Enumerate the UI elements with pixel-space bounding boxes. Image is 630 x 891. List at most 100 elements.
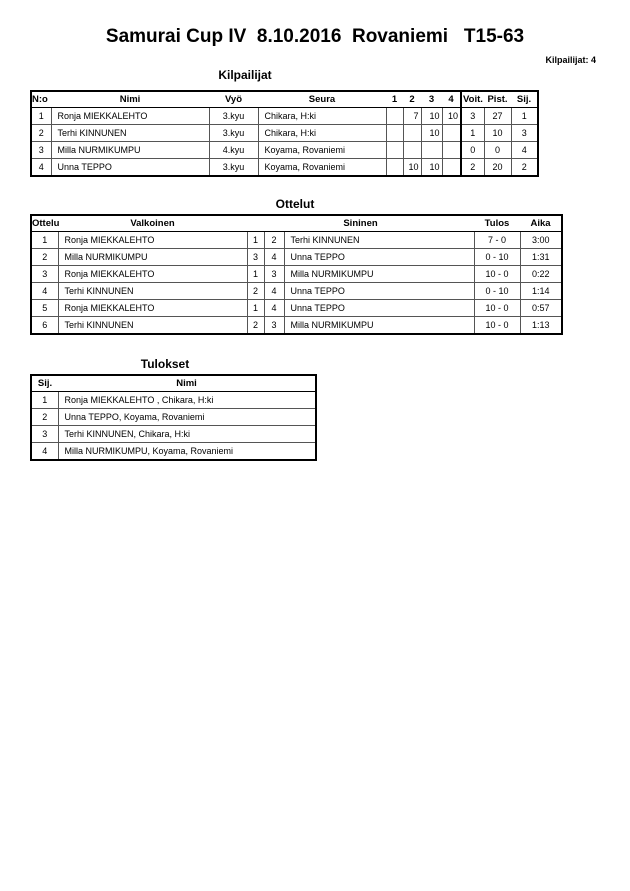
table-row: 2 Milla NURMIKUMPU 3 4 Unna TEPPO 0 - 10 1:31 <box>30 248 563 266</box>
results-heading: Tulokset <box>140 357 190 371</box>
table-cell: Unna TEPPO <box>50 158 210 177</box>
table-cell: Ronja MIEKKALEHTO <box>57 299 248 317</box>
table-cell <box>441 141 462 159</box>
table-cell: 2 <box>246 282 265 300</box>
column-header: Pist. <box>484 91 511 108</box>
table-cell: Milla NURMIKUMPU, Koyama, Rovaniemi <box>57 442 317 461</box>
table-cell <box>385 158 404 177</box>
table-cell: 27 <box>483 107 512 125</box>
column-header: 4 <box>442 91 461 108</box>
column-header: Ottelu <box>31 215 59 232</box>
table-row: 1 Ronja MIEKKALEHTO 3.kyu Chikara, H:ki 7 10 1… <box>30 107 539 125</box>
table-row: 4 Unna TEPPO 3.kyu Koyama, Rovaniemi 10 10 2 20… <box>30 158 539 177</box>
table-cell: Milla NURMIKUMPU <box>57 248 248 266</box>
table-cell <box>402 124 422 142</box>
table-cell: 0 <box>460 141 485 159</box>
table-cell: 1 <box>246 265 265 283</box>
table-cell: 4 <box>30 158 52 177</box>
table-cell: 1:31 <box>519 248 563 266</box>
table-cell: 4 <box>510 141 539 159</box>
table-cell: Unna TEPPO <box>283 248 475 266</box>
table-cell: 7 - 0 <box>473 231 521 249</box>
table-cell <box>385 141 404 159</box>
page-title: Samurai Cup IV 8.10.2016 Rovaniemi T15-6… <box>105 26 525 47</box>
table-cell: 1:14 <box>519 282 563 300</box>
table-row: 5 Ronja MIEKKALEHTO 1 4 Unna TEPPO 10 - 0 0:57 <box>30 299 563 317</box>
table-cell: 4 <box>30 442 59 461</box>
table-cell: 1 <box>460 124 485 142</box>
table-cell: 2 <box>510 158 539 177</box>
table-cell: 0 <box>483 141 512 159</box>
table-cell: 20 <box>483 158 512 177</box>
table-cell: 4.kyu <box>208 141 259 159</box>
table-cell: 0:57 <box>519 299 563 317</box>
table-row: 2 Unna TEPPO, Koyama, Rovaniemi <box>30 408 317 426</box>
table-cell: 10 - 0 <box>473 299 521 317</box>
column-header: Nimi <box>51 91 209 108</box>
column-header: Sij. <box>31 375 58 392</box>
table-cell: Milla NURMIKUMPU <box>283 265 475 283</box>
column-header: N:o <box>31 91 51 108</box>
column-header: Sininen <box>247 215 474 232</box>
table-cell: 10 <box>420 124 443 142</box>
table-cell: 3 <box>30 425 59 443</box>
table-cell: Terhi KINNUNEN <box>57 316 248 335</box>
table-cell: 10 - 0 <box>473 316 521 335</box>
column-header: Sij. <box>511 91 538 108</box>
column-header: 1 <box>386 91 403 108</box>
table-cell: 1 <box>246 299 265 317</box>
column-header: Voit. <box>460 91 484 108</box>
table-cell: Koyama, Rovaniemi <box>257 141 387 159</box>
results-table: Sij. Nimi 1 Ronja MIEKKALEHTO , Chikara, H:… <box>30 374 317 461</box>
table-cell: 0:22 <box>519 265 563 283</box>
table-cell: Ronja MIEKKALEHTO <box>50 107 210 125</box>
table-row: 3 Milla NURMIKUMPU 4.kyu Koyama, Rovaniemi 0… <box>30 141 539 159</box>
table-cell: 1 <box>246 231 265 249</box>
table-cell: 10 <box>420 158 443 177</box>
table-cell: Chikara, H:ki <box>257 107 387 125</box>
table-row: 4 Milla NURMIKUMPU, Koyama, Rovaniemi <box>30 442 317 461</box>
table-cell: 2 <box>30 124 52 142</box>
table-cell: 4 <box>30 282 59 300</box>
table-cell: 3 <box>30 265 59 283</box>
table-row: 3 Ronja MIEKKALEHTO 1 3 Milla NURMIKUMPU 10 -… <box>30 265 563 283</box>
table-cell: Unna TEPPO <box>283 282 475 300</box>
table-cell: 10 <box>483 124 512 142</box>
table-cell: Terhi KINNUNEN, Chikara, H:ki <box>57 425 317 443</box>
column-header: Vyö <box>209 91 258 108</box>
table-cell <box>385 107 404 125</box>
competitors-heading: Kilpailijat <box>218 68 272 82</box>
table-cell: Terhi KINNUNEN <box>57 282 248 300</box>
table-cell: Terhi KINNUNEN <box>50 124 210 142</box>
table-row: 2 Terhi KINNUNEN 3.kyu Chikara, H:ki 10 1 10 3 <box>30 124 539 142</box>
table-cell <box>441 124 462 142</box>
table-cell: 3.kyu <box>208 124 259 142</box>
table-cell: 0 - 10 <box>473 248 521 266</box>
table-cell: 10 <box>420 107 443 125</box>
table-cell: Milla NURMIKUMPU <box>50 141 210 159</box>
matches-heading: Ottelut <box>275 197 315 211</box>
table-cell: 4 <box>263 248 285 266</box>
column-header: Aika <box>520 215 562 232</box>
table-cell: 2 <box>30 248 59 266</box>
table-cell <box>420 141 443 159</box>
table-row: 3 Terhi KINNUNEN, Chikara, H:ki <box>30 425 317 443</box>
table-cell: 3 <box>263 265 285 283</box>
table-cell <box>441 158 462 177</box>
table-cell <box>402 141 422 159</box>
table-cell: 4 <box>263 299 285 317</box>
table-cell: 2 <box>30 408 59 426</box>
table-cell: 10 <box>402 158 422 177</box>
table-cell: 3 <box>30 141 52 159</box>
table-cell: 7 <box>402 107 422 125</box>
table-cell: 3 <box>263 316 285 335</box>
table-cell: 3.kyu <box>208 107 259 125</box>
table-cell: Chikara, H:ki <box>257 124 387 142</box>
table-cell: 6 <box>30 316 59 335</box>
table-cell: 1:13 <box>519 316 563 335</box>
matches-table: Ottelu Valkoinen Sininen Tulos Aika 1 Ronja MI… <box>30 214 563 335</box>
table-cell: Unna TEPPO, Koyama, Rovaniemi <box>57 408 317 426</box>
table-cell: 3 <box>510 124 539 142</box>
